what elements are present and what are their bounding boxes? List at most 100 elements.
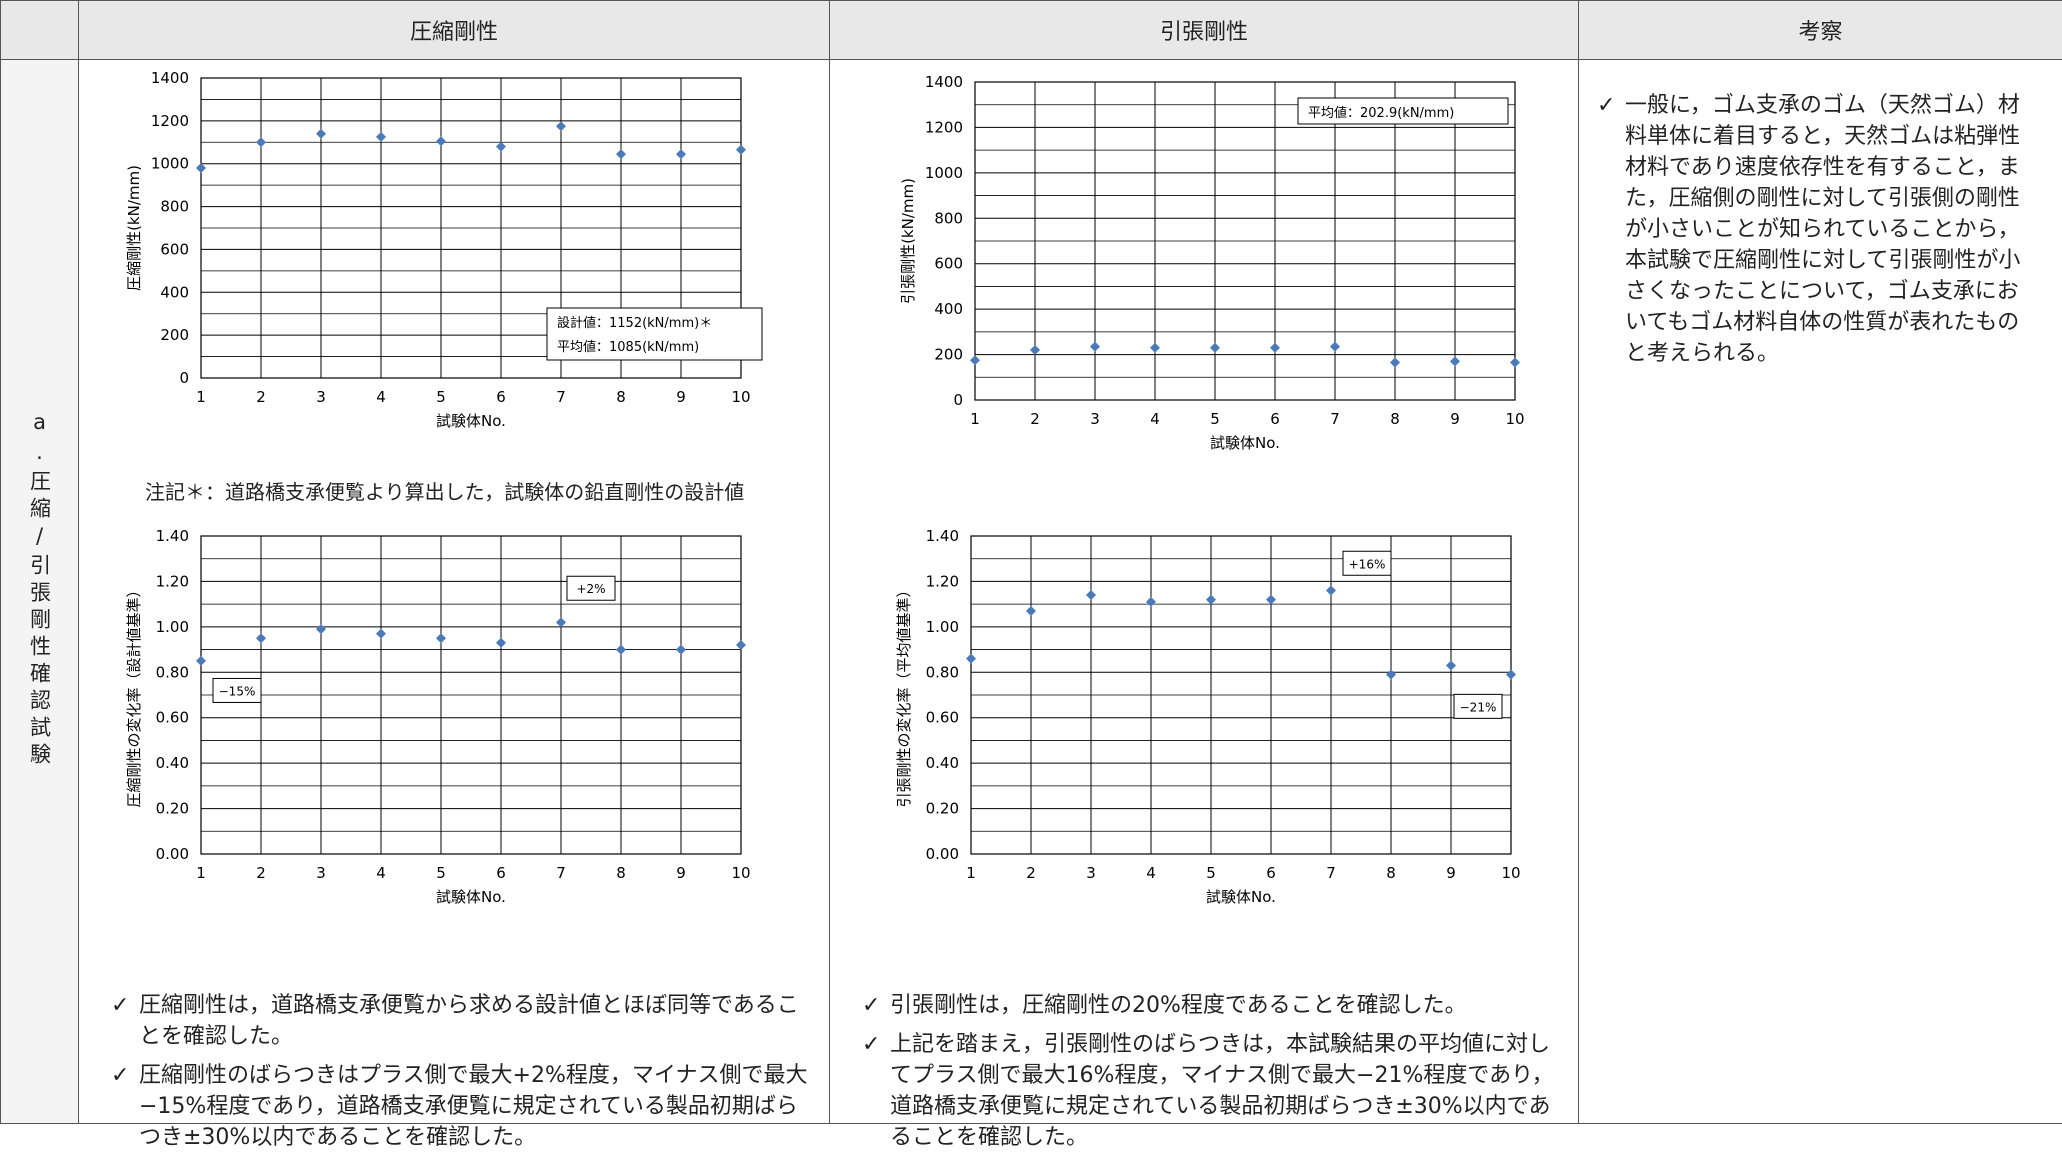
y-tick-label: 0.00 [156,845,189,863]
design-value-note: 注記＊：道路橋支承便覧より算出した，試験体の鉛直剛性の設計値 [145,476,744,505]
data-point [556,617,566,627]
x-tick-label: 3 [316,388,326,406]
y-tick-label: 400 [160,283,189,301]
y-tick-label: 800 [934,209,963,227]
y-tick-label: 0.80 [156,663,189,681]
x-tick-label: 7 [556,388,566,406]
data-point [1146,597,1156,607]
x-tick-label: 9 [1450,410,1460,428]
header-corner [1,1,79,60]
x-tick-label: 8 [616,864,626,882]
data-point [1390,358,1400,368]
x-tick-label: 5 [1206,864,1216,882]
x-tick-label: 4 [376,388,386,406]
legend-text: 平均値：202.9(kN/mm) [1308,105,1454,121]
x-axis-label: 試験体No. [436,888,506,906]
annotation-label: +16% [1349,557,1386,571]
page: 圧縮剛性 引張剛性 考察 a.圧縮/引張剛性確認試験 0 200 400 600 800… [0,0,2062,1123]
x-tick-label: 3 [1090,410,1100,428]
data-point [1150,343,1160,353]
x-tick-label: 8 [1390,410,1400,428]
x-tick-label: 3 [1086,864,1096,882]
legend-text: 設計値：1152(kN/mm)＊ [557,315,712,331]
y-tick-label: 0.40 [156,754,189,772]
discussion-text: ✓一般に，ゴム支承のゴム（天然ゴム）材料単体に着目すると，天然ゴムは粘弾性材料で… [1597,90,2037,369]
finding-item: ✓引張剛性は，圧縮剛性の20%程度であることを確認した。 [862,990,1562,1021]
data-point [1326,586,1336,596]
data-point [1270,343,1280,353]
y-tick-label: 800 [160,198,189,216]
x-tick-label: 5 [1210,410,1220,428]
x-tick-label: 7 [556,864,566,882]
y-tick-label: 400 [934,300,963,318]
data-point [1090,342,1100,352]
header-compression: 圧縮剛性 [79,1,830,60]
y-tick-label: 1.40 [926,527,959,545]
data-point [316,624,326,634]
y-tick-label: 1000 [151,155,189,173]
y-tick-label: 1000 [925,164,963,182]
x-tick-label: 5 [436,864,446,882]
x-tick-label: 7 [1326,864,1336,882]
data-point [1446,660,1456,670]
finding-item: ✓上記を踏まえ，引張剛性のばらつきは，本試験結果の平均値に対してプラス側で最大1… [862,1029,1562,1153]
discussion-cell: ✓一般に，ゴム支承のゴム（天然ゴム）材料単体に着目すると，天然ゴムは粘弾性材料で… [1579,60,2062,1124]
data-point [676,149,686,159]
data-point [496,142,506,152]
side-label: a.圧縮/引張剛性確認試験 [25,410,55,770]
y-tick-label: 0.80 [926,663,959,681]
data-point [316,129,326,139]
header-tension: 引張剛性 [830,1,1579,60]
y-tick-label: 200 [160,326,189,344]
y-tick-label: 0.20 [156,800,189,818]
finding-item: ✓圧縮剛性は，道路橋支承便覧から求める設計値とほぼ同等であることを確認した。 [111,990,811,1052]
data-point [1386,670,1396,680]
annotation-label: −15% [219,684,256,698]
data-point [966,654,976,664]
data-point [496,638,506,648]
compression-findings: ✓圧縮剛性は，道路橋支承便覧から求める設計値とほぼ同等であることを確認した。 ✓… [111,990,811,1161]
y-tick-label: 600 [934,255,963,273]
check-icon: ✓ [862,1029,890,1153]
x-tick-label: 7 [1330,410,1340,428]
x-tick-label: 4 [1146,864,1156,882]
finding-item: ✓圧縮剛性のばらつきはプラス側で最大+2%程度，マイナス側で最大−15%程度であ… [111,1060,811,1153]
y-tick-label: 600 [160,240,189,258]
y-tick-label: 0.60 [156,709,189,727]
y-tick-label: 1.00 [926,618,959,636]
x-axis-label: 試験体No. [436,412,506,430]
y-tick-label: 200 [934,346,963,364]
x-axis-label: 試験体No. [1206,888,1276,906]
x-tick-label: 6 [1266,864,1276,882]
data-point [256,137,266,147]
x-tick-label: 10 [1501,864,1520,882]
data-point [970,355,980,365]
x-tick-label: 1 [970,410,980,428]
x-tick-label: 9 [1446,864,1456,882]
discussion-item: ✓一般に，ゴム支承のゴム（天然ゴム）材料単体に着目すると，天然ゴムは粘弾性材料で… [1597,90,2037,369]
data-point [1030,345,1040,355]
y-tick-label: 0.00 [926,845,959,863]
data-point [436,136,446,146]
data-point [1506,670,1516,680]
data-point [1450,356,1460,366]
x-tick-label: 3 [316,864,326,882]
tension-findings: ✓引張剛性は，圧縮剛性の20%程度であることを確認した。 ✓上記を踏まえ，引張剛… [862,990,1562,1161]
header-discussion: 考察 [1579,1,2062,60]
y-axis-label: 引張剛性の変化率（平均値基準） [895,582,913,807]
comparison-table: 圧縮剛性 引張剛性 考察 a.圧縮/引張剛性確認試験 0 200 400 600 800… [0,0,2062,1124]
x-tick-label: 1 [966,864,976,882]
x-tick-label: 6 [496,864,506,882]
data-point [1206,595,1216,605]
x-tick-label: 8 [616,388,626,406]
check-icon: ✓ [111,990,139,1052]
data-point [1086,590,1096,600]
y-tick-label: 0 [953,391,963,409]
legend-text: 平均値：1085(kN/mm) [557,339,699,355]
